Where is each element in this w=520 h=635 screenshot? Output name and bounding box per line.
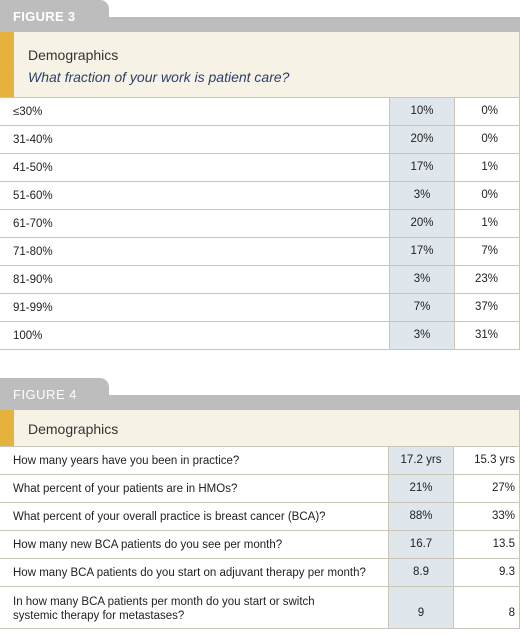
value-col-1: 8.9 — [388, 559, 454, 586]
header-accent — [0, 32, 14, 97]
value-col-2: 13.5 — [492, 538, 515, 550]
figure-3-header: Demographics What fraction of your work … — [0, 32, 520, 98]
value-col-2: 23% — [474, 273, 498, 285]
table-row: 71-80% 17% 7% — [0, 238, 519, 266]
row-label: How many new BCA patients do you see per… — [13, 539, 283, 551]
figure-3-question: What fraction of your work is patient ca… — [28, 69, 290, 85]
value-col-1: 10% — [389, 98, 455, 125]
figure-3-table: ≤30% 10% 0% 31-40% 20% 0% 41-50% 17% 1% … — [0, 98, 520, 350]
table-row: 100% 3% 31% — [0, 322, 519, 350]
value-col-2: 8 — [508, 607, 515, 619]
tab-bar-line — [0, 17, 520, 32]
value-col-1: 17% — [389, 154, 455, 181]
row-label: What percent of your overall practice is… — [13, 511, 326, 523]
table-row: 91-99% 7% 37% — [0, 294, 519, 322]
value-col-1: 3% — [389, 182, 455, 209]
value-col-2: 0% — [481, 105, 498, 117]
value-col-1: 88% — [388, 503, 454, 530]
value-col-2: 31% — [474, 329, 498, 341]
table-row: What percent of your overall practice is… — [0, 503, 519, 531]
table-row: How many BCA patients do you start on ad… — [0, 559, 519, 587]
row-label: 81-90% — [13, 274, 53, 286]
tab-bar-line — [0, 395, 520, 410]
table-row: What percent of your patients are in HMO… — [0, 475, 519, 503]
figure-4-tab: FIGURE 4 — [0, 378, 109, 410]
value-col-2: 27% — [491, 482, 515, 494]
row-label-line-1: In how many BCA patients per month do yo… — [13, 596, 315, 608]
row-label: How many years have you been in practice… — [13, 455, 240, 467]
value-col-2: 1% — [481, 217, 498, 229]
figure-4-tab-bar: FIGURE 4 — [0, 378, 520, 410]
row-label: 100% — [13, 330, 43, 342]
value-col-1: 7% — [389, 294, 455, 321]
row-label: ≤30% — [13, 106, 43, 118]
table-row: 51-60% 3% 0% — [0, 182, 519, 210]
value-col-1: 20% — [389, 126, 455, 153]
value-col-1: 9 — [388, 587, 454, 628]
figure-4-title: Demographics — [28, 421, 119, 437]
value-col-1: 17% — [389, 238, 455, 265]
table-row: 41-50% 17% 1% — [0, 154, 519, 182]
table-row: How many years have you been in practice… — [0, 447, 519, 475]
value-col-2: 33% — [491, 510, 515, 522]
figure-3-title: Demographics — [28, 47, 119, 63]
figure-3: FIGURE 3 Demographics What fraction of y… — [0, 0, 520, 350]
figure-4-table: How many years have you been in practice… — [0, 447, 520, 629]
value-col-1: 21% — [388, 475, 454, 502]
table-row: ≤30% 10% 0% — [0, 98, 519, 126]
row-label: 61-70% — [13, 218, 53, 230]
value-col-2: 37% — [474, 301, 498, 313]
value-col-2: 0% — [481, 133, 498, 145]
row-label: 71-80% — [13, 246, 53, 258]
value-col-2: 0% — [481, 189, 498, 201]
row-label: What percent of your patients are in HMO… — [13, 483, 238, 495]
table-row: 31-40% 20% 0% — [0, 126, 519, 154]
value-col-1: 3% — [389, 266, 455, 293]
row-label: 31-40% — [13, 134, 53, 146]
value-col-2: 1% — [481, 161, 498, 173]
row-label: How many BCA patients do you start on ad… — [13, 567, 366, 579]
row-label-line-2: systemic therapy for metastases? — [13, 610, 185, 622]
value-col-2: 15.3 yrs — [474, 454, 515, 466]
figure-3-tab: FIGURE 3 — [0, 0, 109, 32]
figure-3-tab-bar: FIGURE 3 — [0, 0, 520, 32]
table-row: In how many BCA patients per month do yo… — [0, 587, 519, 629]
value-col-2: 7% — [481, 245, 498, 257]
value-col-1: 16.7 — [388, 531, 454, 558]
table-row: 61-70% 20% 1% — [0, 210, 519, 238]
table-row: How many new BCA patients do you see per… — [0, 531, 519, 559]
header-accent — [0, 410, 14, 446]
value-col-1: 3% — [389, 322, 455, 349]
row-label: 51-60% — [13, 190, 53, 202]
value-col-1: 17.2 yrs — [388, 447, 454, 474]
value-col-2: 9.3 — [499, 566, 515, 578]
row-label: 91-99% — [13, 302, 53, 314]
figure-4: FIGURE 4 Demographics How many years hav… — [0, 378, 520, 629]
table-row: 81-90% 3% 23% — [0, 266, 519, 294]
row-label: In how many BCA patients per month do yo… — [13, 595, 315, 623]
value-col-1: 20% — [389, 210, 455, 237]
row-label: 41-50% — [13, 162, 53, 174]
figure-4-header: Demographics — [0, 410, 520, 447]
